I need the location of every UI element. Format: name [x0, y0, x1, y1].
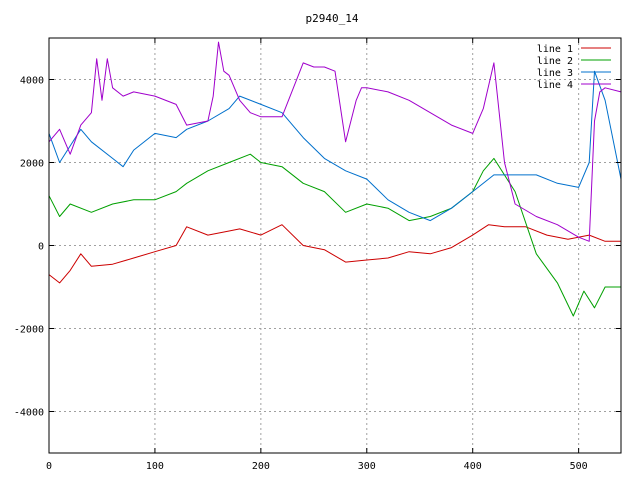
grid-lines: [49, 38, 621, 453]
series-line-2: [48, 153, 621, 317]
series-line-1: [48, 224, 621, 284]
x-tick-label: 0: [46, 461, 52, 472]
legend-label-1: line 1: [537, 44, 573, 55]
legend-label-4: line 4: [537, 80, 573, 91]
x-tick-label: 100: [146, 461, 164, 472]
legend-label-3: line 3: [537, 68, 573, 79]
x-tick-label: 300: [358, 461, 376, 472]
y-tick-label: 0: [38, 242, 44, 253]
x-tick-label: 200: [252, 461, 270, 472]
x-tick-label: 500: [570, 461, 588, 472]
axis-ticks: 0 100 200 300 400 500 -4000 -2000 0 2000 4000: [14, 38, 621, 472]
series-line-4: [48, 41, 622, 242]
x-tick-label: 400: [464, 461, 482, 472]
y-tick-label: 2000: [20, 159, 44, 170]
series-line-3: [48, 70, 622, 222]
y-tick-label: 4000: [20, 76, 44, 87]
chart-title: p2940_14: [306, 12, 359, 25]
legend-label-2: line 2: [537, 56, 573, 67]
y-tick-label: -4000: [14, 408, 44, 419]
series-layer: [48, 41, 622, 317]
y-tick-label: -2000: [14, 325, 44, 336]
